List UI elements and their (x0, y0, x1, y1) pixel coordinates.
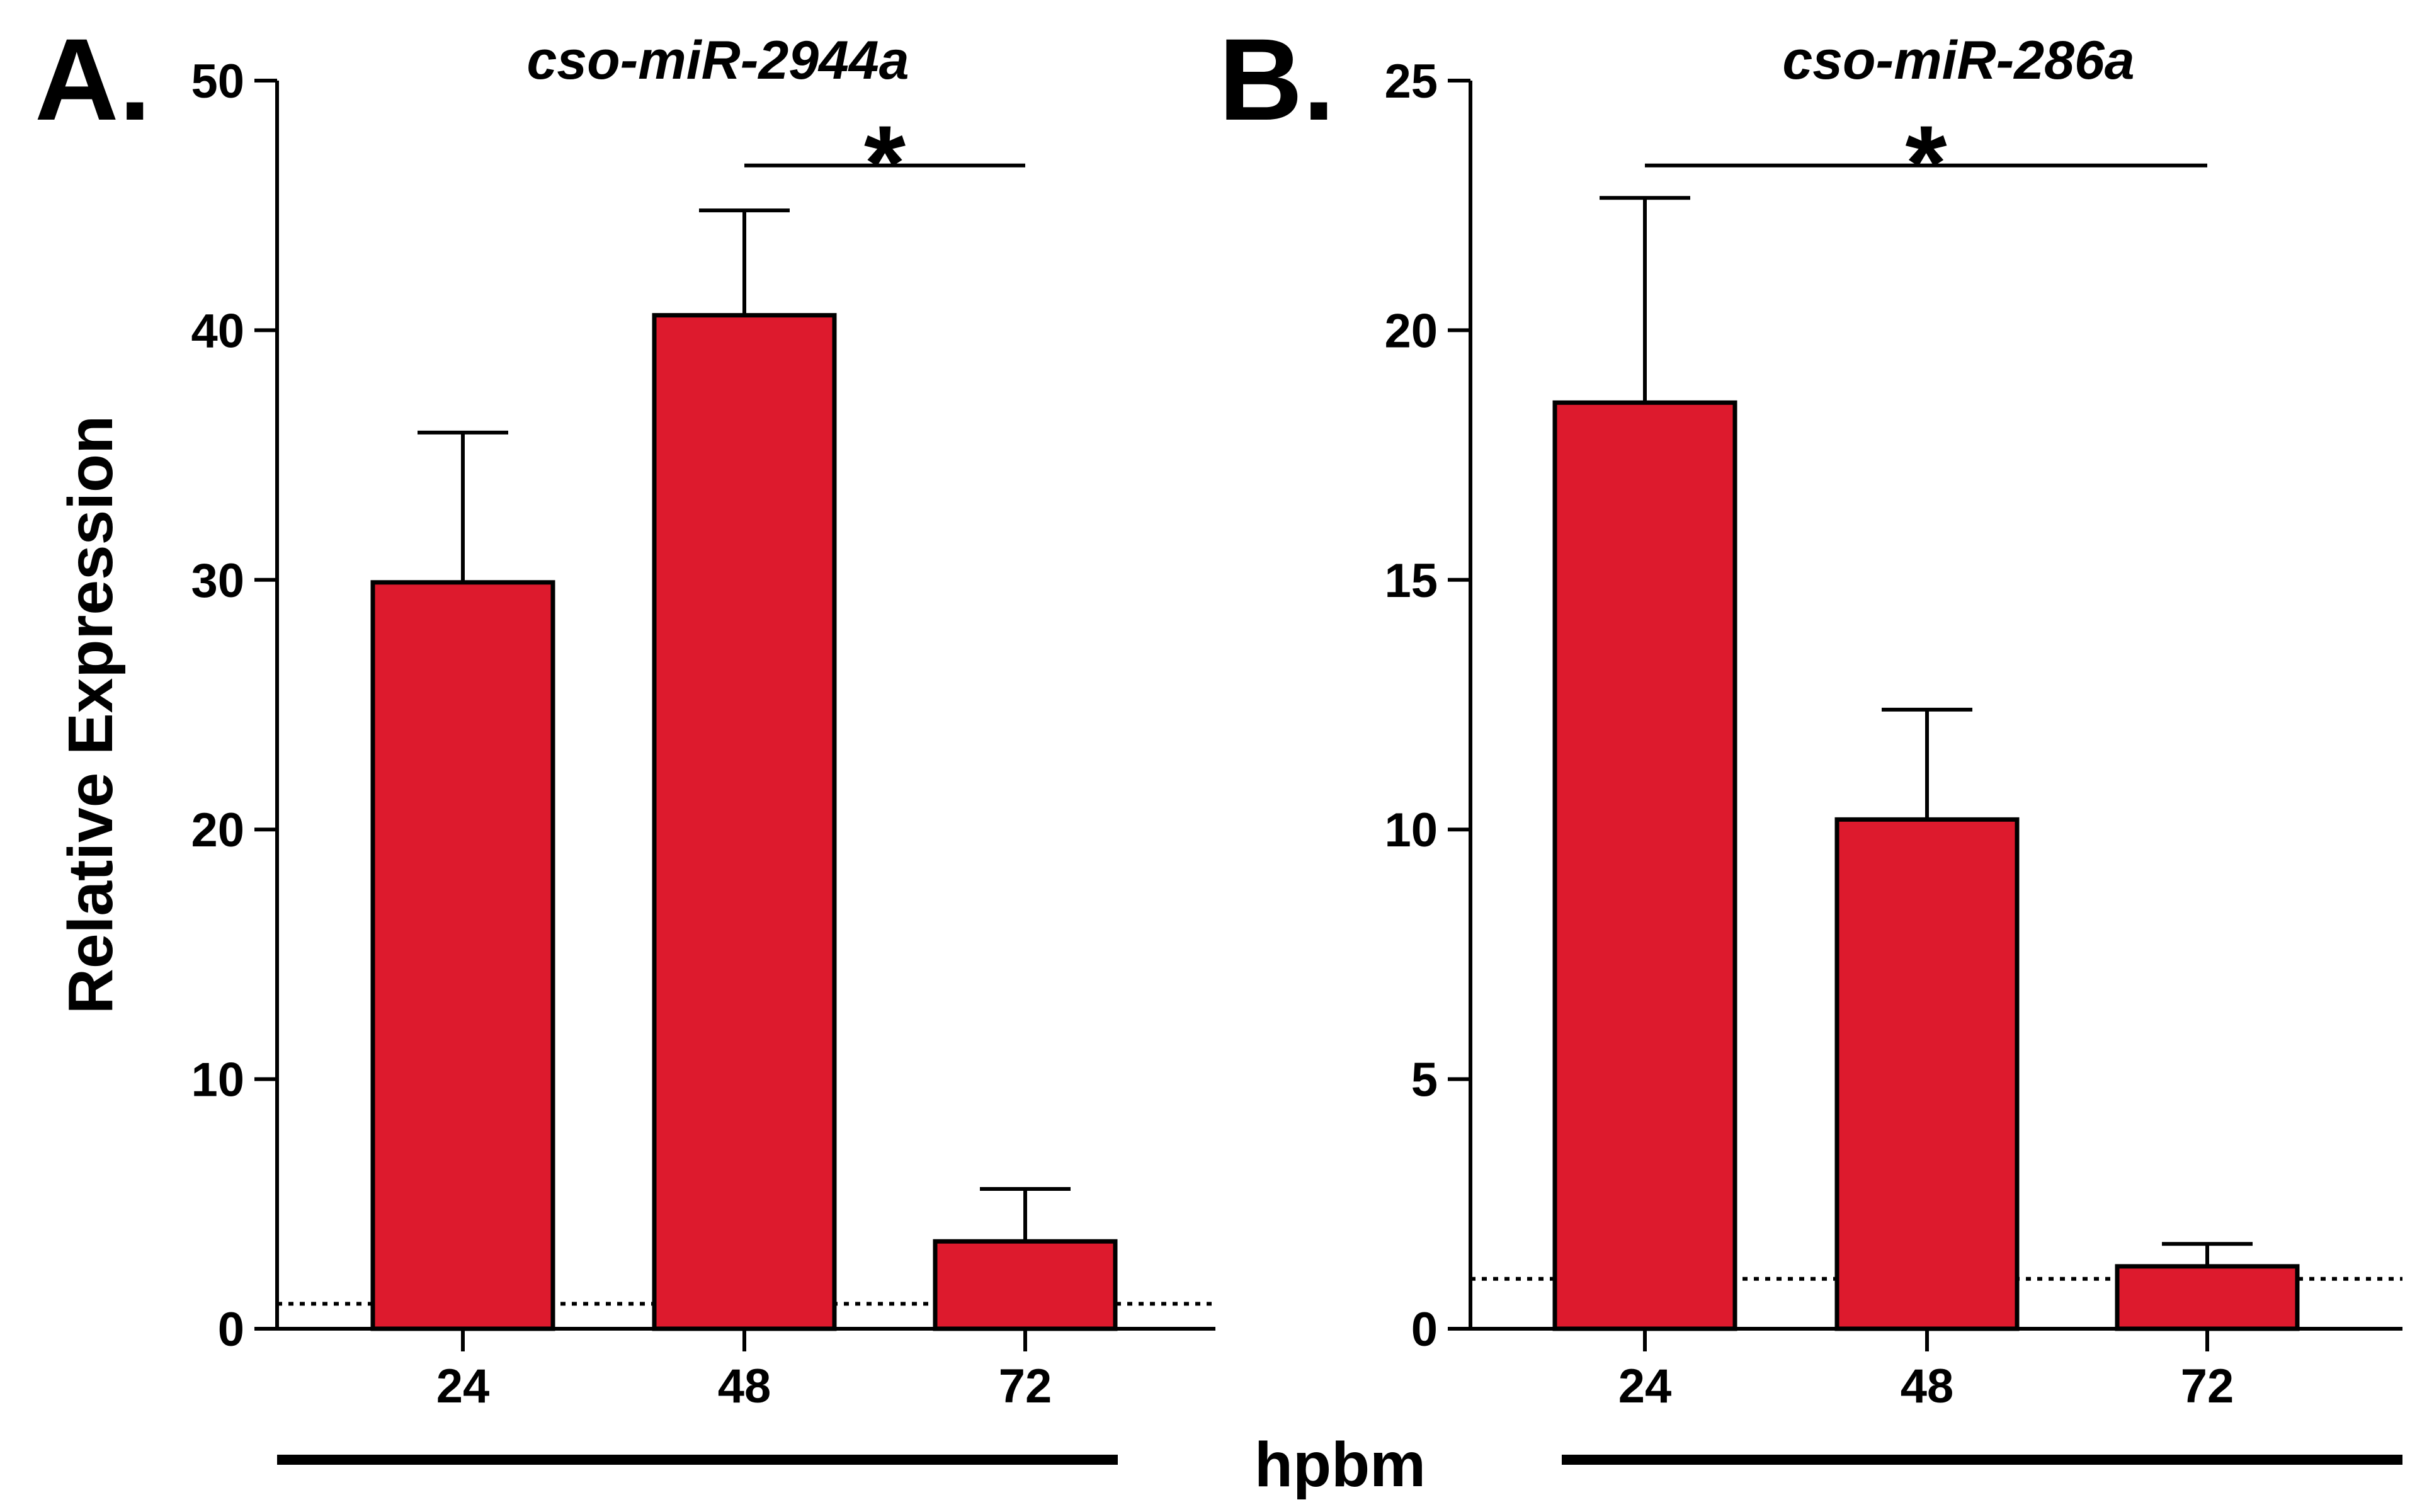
x-tick-label: 24 (1618, 1360, 1672, 1413)
bar-48 (1834, 817, 2020, 1331)
chart-title: cso-miR-286a (1782, 30, 2134, 91)
chart-title: cso-miR-2944a (526, 30, 909, 91)
y-tick-label: 15 (1384, 554, 1438, 608)
y-tick-label: 10 (1384, 804, 1438, 857)
bar-72 (2115, 1264, 2300, 1331)
bar-72 (933, 1239, 1118, 1331)
panel-label: A. (35, 15, 151, 145)
bar-24 (1552, 400, 1737, 1331)
panel-a: A. cso-miR-2944a 0 10 20 30 40 50 24 48 72 * (35, 15, 1215, 1413)
x-axis-label: hpbm (1254, 1430, 1426, 1500)
y-tick-label: 20 (1384, 304, 1438, 358)
significance-star: * (1905, 104, 1947, 224)
x-tick-label: 48 (1901, 1360, 1954, 1413)
bar-48 (652, 313, 837, 1331)
y-tick-label: 25 (1384, 55, 1438, 108)
panel-b: B. cso-miR-286a 0 5 10 15 20 25 24 48 72 * (1219, 15, 2402, 1413)
y-tick-label: 40 (191, 304, 244, 358)
y-tick-label: 0 (1411, 1303, 1438, 1356)
x-tick-label: 72 (2181, 1360, 2234, 1413)
x-tick-label: 24 (436, 1360, 490, 1413)
panel-label: B. (1219, 15, 1335, 145)
y-tick-label: 10 (191, 1054, 244, 1107)
y-tick-label: 50 (191, 55, 244, 108)
y-tick-label: 0 (218, 1303, 244, 1356)
y-tick-label: 5 (1411, 1054, 1438, 1107)
x-tick-label: 72 (999, 1360, 1052, 1413)
x-tick-label: 48 (718, 1360, 771, 1413)
y-tick-label: 20 (191, 804, 244, 857)
significance-star: * (864, 104, 906, 224)
bar-24 (370, 580, 555, 1331)
y-axis-label: Relative Expression (55, 416, 126, 1014)
y-tick-label: 30 (191, 554, 244, 608)
